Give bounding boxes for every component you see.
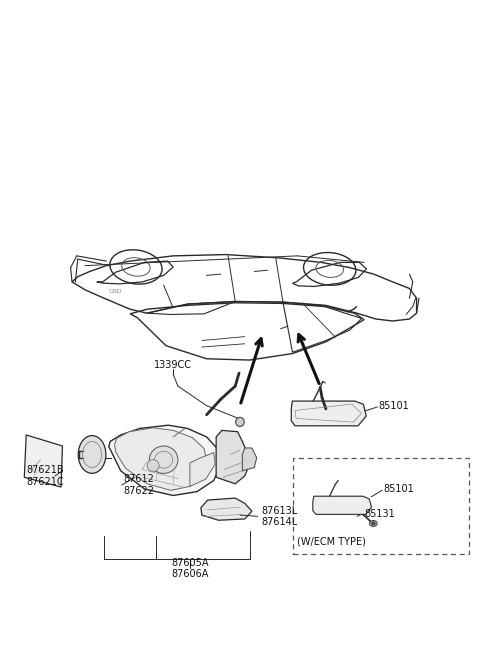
- Text: 87613L
87614L: 87613L 87614L: [262, 506, 298, 527]
- Ellipse shape: [149, 446, 178, 474]
- Text: 85101: 85101: [378, 401, 409, 411]
- Polygon shape: [216, 430, 250, 484]
- Text: 87621B
87621C: 87621B 87621C: [26, 465, 64, 487]
- Text: 1339CC: 1339CC: [154, 360, 192, 369]
- Ellipse shape: [147, 460, 159, 472]
- Text: 85131: 85131: [364, 509, 395, 519]
- Bar: [293, 458, 469, 554]
- Ellipse shape: [372, 522, 375, 525]
- Polygon shape: [115, 428, 206, 491]
- Polygon shape: [201, 498, 252, 520]
- Polygon shape: [109, 425, 221, 496]
- Ellipse shape: [78, 436, 106, 474]
- Polygon shape: [291, 401, 366, 426]
- Polygon shape: [190, 453, 215, 487]
- Polygon shape: [24, 435, 62, 487]
- Ellipse shape: [236, 417, 244, 426]
- Text: GSD: GSD: [109, 290, 123, 294]
- Polygon shape: [313, 496, 372, 514]
- Text: (W/ECM TYPE): (W/ECM TYPE): [297, 536, 366, 546]
- Text: 87612
87622: 87612 87622: [123, 474, 154, 496]
- Polygon shape: [242, 448, 257, 471]
- Ellipse shape: [370, 521, 377, 527]
- Text: 87605A
87606A: 87605A 87606A: [171, 557, 209, 579]
- Text: 85101: 85101: [383, 484, 414, 494]
